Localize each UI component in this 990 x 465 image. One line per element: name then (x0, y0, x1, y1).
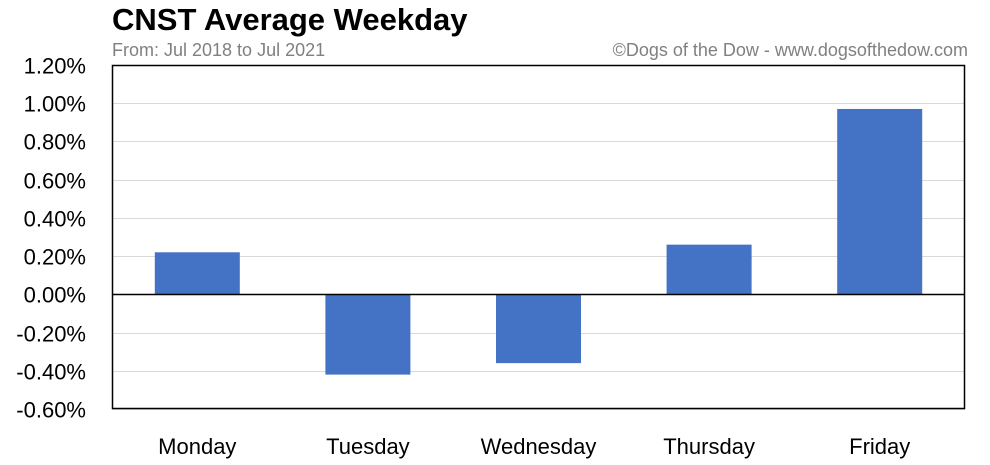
x-tick-label: Friday (849, 434, 910, 459)
bar-friday (837, 108, 923, 295)
y-tick-label: -0.40% (16, 360, 86, 385)
y-tick-label: 0.60% (24, 169, 86, 194)
chart-subtitle: From: Jul 2018 to Jul 2021 (112, 40, 326, 60)
bar-monday (154, 252, 240, 295)
bar-tuesday (325, 294, 411, 375)
y-tick-label: 0.20% (24, 245, 86, 270)
plot-border (111, 64, 966, 410)
chart-title: CNST Average Weekday (112, 2, 468, 37)
y-tick-label: 0.40% (24, 207, 86, 232)
y-axis-tick-labels: -0.60% -0.40% -0.20% 0.00% 0.20% 0.40% 0.60% 0.… (16, 54, 86, 423)
x-tick-label: Thursday (663, 434, 755, 459)
chart-credit: ©Dogs of the Dow - www.dogsofthedow.com (612, 40, 968, 60)
y-tick-label: 1.00% (24, 92, 86, 117)
x-tick-label: Wednesday (481, 434, 597, 459)
bar-thursday (666, 244, 752, 295)
y-tick-label: 0.00% (24, 283, 86, 308)
y-tick-label: 0.80% (24, 130, 86, 155)
y-tick-label: 1.20% (24, 54, 86, 79)
y-tick-label: -0.20% (16, 322, 86, 347)
gridlines (112, 65, 965, 410)
bar-wednesday (496, 294, 581, 364)
x-tick-label: Monday (158, 434, 236, 459)
y-tick-label: -0.60% (16, 398, 86, 423)
axes (111, 64, 966, 410)
x-tick-label: Tuesday (326, 434, 410, 459)
bars (154, 108, 923, 375)
x-axis-tick-labels: Monday Tuesday Wednesday Thursday Friday (158, 434, 910, 459)
